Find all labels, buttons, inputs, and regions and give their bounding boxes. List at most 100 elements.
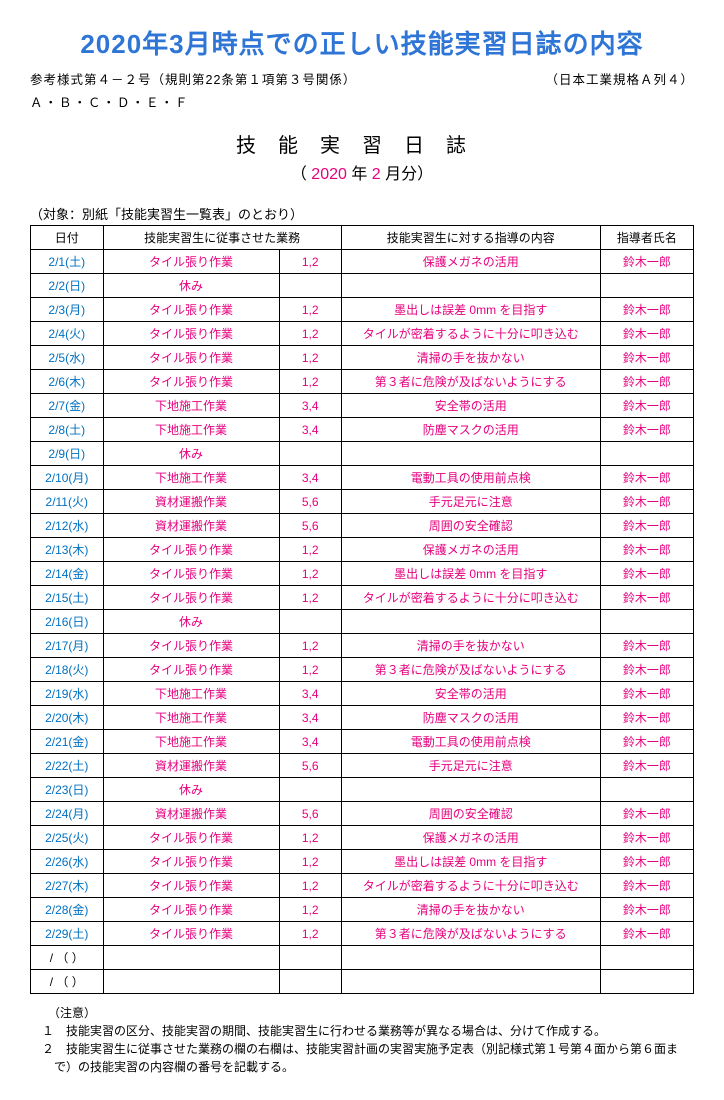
cell-code: 1,2 <box>279 634 341 658</box>
cell-task <box>103 970 279 994</box>
cell-date: 2/4(火) <box>31 322 104 346</box>
cell-guide: 清掃の手を抜かない <box>341 898 600 922</box>
cell-task: タイル張り作業 <box>103 346 279 370</box>
cell-date: 2/2(日) <box>31 274 104 298</box>
log-table: 日付 技能実習生に従事させた業務 技能実習生に対する指導の内容 指導者氏名 2/… <box>30 225 694 994</box>
table-row: 2/28(金)タイル張り作業1,2清掃の手を抜かない鈴木一郎 <box>31 898 694 922</box>
table-row: 2/19(水)下地施工作業3,4安全帯の活用鈴木一郎 <box>31 682 694 706</box>
month-line: （ 2020 年 2 月分） <box>30 160 694 184</box>
table-row: 2/15(土)タイル張り作業1,2タイルが密着するように十分に叩き込む鈴木一郎 <box>31 586 694 610</box>
cell-date: 2/17(月) <box>31 634 104 658</box>
cell-date: 2/22(土) <box>31 754 104 778</box>
cell-name <box>600 442 693 466</box>
cell-name <box>600 274 693 298</box>
cell-date: 2/24(月) <box>31 802 104 826</box>
cell-date: 2/11(火) <box>31 490 104 514</box>
cell-task: 下地施工作業 <box>103 730 279 754</box>
cell-guide: 電動工具の使用前点検 <box>341 466 600 490</box>
cell-date: 2/15(土) <box>31 586 104 610</box>
cell-guide <box>341 274 600 298</box>
cell-guide: 保護メガネの活用 <box>341 250 600 274</box>
th-name: 指導者氏名 <box>600 226 693 250</box>
cell-code: 1,2 <box>279 826 341 850</box>
cell-date: 2/25(火) <box>31 826 104 850</box>
cell-date: 2/14(金) <box>31 562 104 586</box>
table-row: 2/2(日)休み <box>31 274 694 298</box>
cell-task: タイル張り作業 <box>103 850 279 874</box>
cell-date: 2/29(土) <box>31 922 104 946</box>
cell-guide: 第３者に危険が及ばないようにする <box>341 370 600 394</box>
cell-guide: 周囲の安全確認 <box>341 802 600 826</box>
cell-date: 2/8(土) <box>31 418 104 442</box>
cell-guide: 安全帯の活用 <box>341 394 600 418</box>
cell-code: 1,2 <box>279 850 341 874</box>
cell-guide: 第３者に危険が及ばないようにする <box>341 922 600 946</box>
cell-task: タイル張り作業 <box>103 634 279 658</box>
cell-name: 鈴木一郎 <box>600 370 693 394</box>
cell-date: 2/26(水) <box>31 850 104 874</box>
cell-task: 下地施工作業 <box>103 682 279 706</box>
cell-name: 鈴木一郎 <box>600 658 693 682</box>
cell-guide: 清掃の手を抜かない <box>341 634 600 658</box>
cell-guide: 手元足元に注意 <box>341 754 600 778</box>
table-row: 2/7(金)下地施工作業3,4安全帯の活用鈴木一郎 <box>31 394 694 418</box>
cell-date: 2/10(月) <box>31 466 104 490</box>
cell-date: 2/16(日) <box>31 610 104 634</box>
table-row: 2/29(土)タイル張り作業1,2第３者に危険が及ばないようにする鈴木一郎 <box>31 922 694 946</box>
table-row: 2/9(日)休み <box>31 442 694 466</box>
cell-code: 1,2 <box>279 370 341 394</box>
cell-date: 2/27(木) <box>31 874 104 898</box>
cell-date: 2/9(日) <box>31 442 104 466</box>
cell-task: タイル張り作業 <box>103 922 279 946</box>
cell-guide: 墨出しは誤差 0mm を目指す <box>341 850 600 874</box>
cell-code: 3,4 <box>279 706 341 730</box>
cell-guide: 安全帯の活用 <box>341 682 600 706</box>
th-guide: 技能実習生に対する指導の内容 <box>341 226 600 250</box>
cell-date: 2/3(月) <box>31 298 104 322</box>
cell-name: 鈴木一郎 <box>600 418 693 442</box>
cell-task: 下地施工作業 <box>103 394 279 418</box>
cell-name: 鈴木一郎 <box>600 250 693 274</box>
cell-guide: 保護メガネの活用 <box>341 538 600 562</box>
cell-task: 休み <box>103 610 279 634</box>
cell-guide <box>341 778 600 802</box>
cell-guide <box>341 442 600 466</box>
cell-code: 1,2 <box>279 586 341 610</box>
cell-task: 休み <box>103 778 279 802</box>
section-heading: 技能実習日誌 <box>30 129 694 158</box>
cell-guide <box>341 610 600 634</box>
table-row: 2/22(土)資材運搬作業5,6手元足元に注意鈴木一郎 <box>31 754 694 778</box>
table-row: 2/23(日)休み <box>31 778 694 802</box>
cell-date: 2/21(金) <box>31 730 104 754</box>
cell-task: 下地施工作業 <box>103 466 279 490</box>
table-row: 2/13(木)タイル張り作業1,2保護メガネの活用鈴木一郎 <box>31 538 694 562</box>
cell-name: 鈴木一郎 <box>600 922 693 946</box>
cell-code <box>279 274 341 298</box>
table-row: 2/18(火)タイル張り作業1,2第３者に危険が及ばないようにする鈴木一郎 <box>31 658 694 682</box>
cell-code <box>279 610 341 634</box>
cell-name: 鈴木一郎 <box>600 562 693 586</box>
cell-name: 鈴木一郎 <box>600 514 693 538</box>
cell-name: 鈴木一郎 <box>600 586 693 610</box>
cell-guide: 墨出しは誤差 0mm を目指す <box>341 298 600 322</box>
cell-guide: タイルが密着するように十分に叩き込む <box>341 586 600 610</box>
cell-date: 2/23(日) <box>31 778 104 802</box>
cell-guide: 保護メガネの活用 <box>341 826 600 850</box>
paren-open: （ <box>291 166 311 183</box>
th-date: 日付 <box>31 226 104 250</box>
cell-task: 資材運搬作業 <box>103 514 279 538</box>
cell-code <box>279 946 341 970</box>
cell-guide: 防塵マスクの活用 <box>341 418 600 442</box>
table-row: 2/11(火)資材運搬作業5,6手元足元に注意鈴木一郎 <box>31 490 694 514</box>
cell-name: 鈴木一郎 <box>600 802 693 826</box>
cell-task: 下地施工作業 <box>103 706 279 730</box>
cell-date: 2/7(金) <box>31 394 104 418</box>
cell-guide: 周囲の安全確認 <box>341 514 600 538</box>
cell-date: 2/6(木) <box>31 370 104 394</box>
cell-name: 鈴木一郎 <box>600 826 693 850</box>
cell-guide: タイルが密着するように十分に叩き込む <box>341 874 600 898</box>
cell-task: タイル張り作業 <box>103 322 279 346</box>
cell-task: タイル張り作業 <box>103 562 279 586</box>
cell-guide <box>341 946 600 970</box>
footer-notes: （注意） １ 技能実習の区分、技能実習の期間、技能実習生に行わせる業務等が異なる… <box>30 1004 694 1076</box>
